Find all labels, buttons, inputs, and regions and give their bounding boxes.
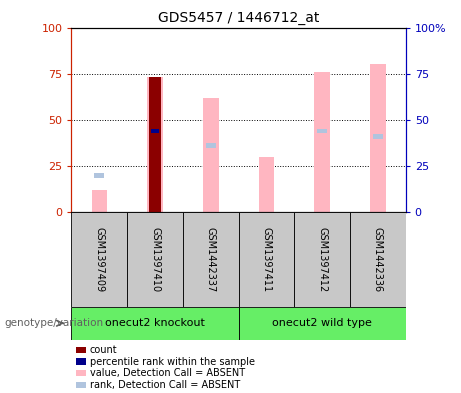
Text: count: count [90, 345, 118, 355]
Text: value, Detection Call = ABSENT: value, Detection Call = ABSENT [90, 368, 245, 378]
Text: onecut2 knockout: onecut2 knockout [105, 318, 205, 328]
Text: GSM1397411: GSM1397411 [261, 227, 272, 292]
Bar [350, 212, 406, 307]
Bar [71, 212, 127, 307]
Bar [150, 129, 160, 133]
Text: genotype/variation: genotype/variation [5, 318, 104, 328]
Bar [317, 129, 327, 133]
Text: GSM1397410: GSM1397410 [150, 227, 160, 292]
Text: GSM1397409: GSM1397409 [95, 227, 104, 292]
Bar [314, 72, 330, 212]
Bar [147, 77, 163, 212]
Text: onecut2 wild type: onecut2 wild type [272, 318, 372, 328]
Bar [151, 129, 160, 133]
Text: GSM1397412: GSM1397412 [317, 227, 327, 292]
Text: rank, Detection Call = ABSENT: rank, Detection Call = ABSENT [90, 380, 240, 390]
Text: GSM1442336: GSM1442336 [373, 227, 383, 292]
Bar [373, 134, 383, 139]
Bar [127, 212, 183, 307]
Text: GSM1442337: GSM1442337 [206, 227, 216, 292]
Bar [149, 77, 161, 212]
Bar [71, 307, 239, 340]
Bar [294, 212, 350, 307]
Bar [259, 157, 274, 212]
Text: percentile rank within the sample: percentile rank within the sample [90, 356, 255, 367]
Bar [95, 173, 104, 178]
Bar [238, 212, 294, 307]
Bar [91, 190, 107, 212]
Bar [203, 98, 219, 212]
Bar [206, 143, 216, 148]
Bar [238, 307, 406, 340]
Bar [370, 64, 385, 212]
Bar [183, 212, 238, 307]
Title: GDS5457 / 1446712_at: GDS5457 / 1446712_at [158, 11, 319, 25]
